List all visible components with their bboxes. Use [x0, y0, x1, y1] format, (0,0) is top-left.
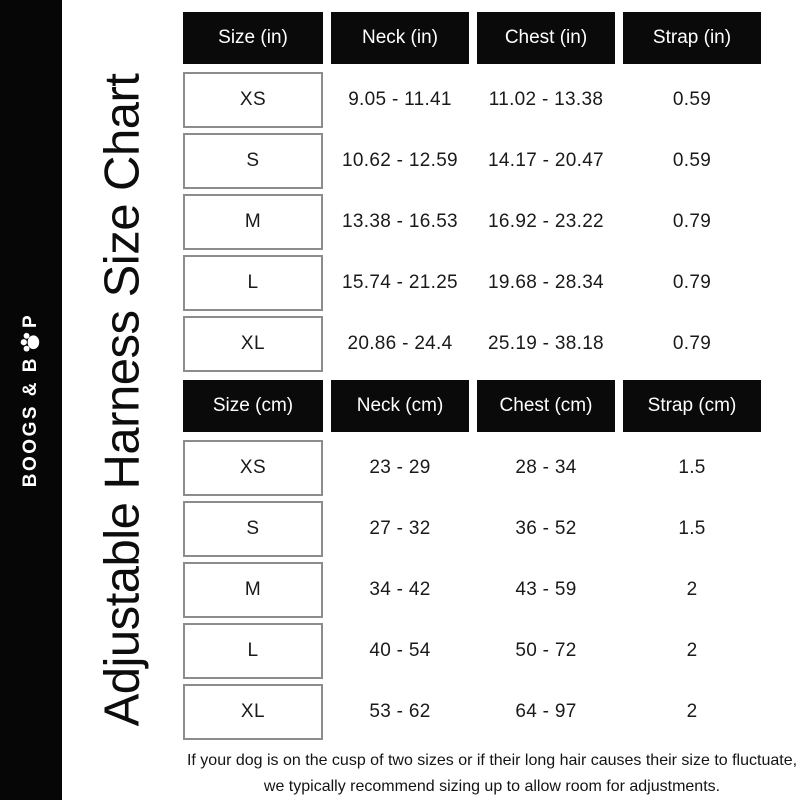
value-cell: 20.86 - 24.4	[347, 333, 453, 354]
brand-sidebar: BOOGS & B P	[0, 0, 62, 800]
header-cell: Chest (cm)	[477, 380, 615, 432]
size-cell: S	[183, 501, 323, 557]
value-cell: 19.68 - 28.34	[488, 272, 604, 293]
page-title: Adjustable Harness Size Chart	[95, 73, 150, 727]
table-header-row: Size (in) Neck (in) Chest (in) Strap (in)	[183, 12, 800, 64]
value-cell: 1.5	[678, 457, 706, 478]
table-row: L 40 - 54 50 - 72 2	[183, 623, 800, 679]
chart-content: Size (in) Neck (in) Chest (in) Strap (in) XS…	[183, 12, 800, 800]
table-row: S 10.62 - 12.59 14.17 - 20.47 0.59	[183, 133, 800, 189]
value-cell: 0.59	[672, 89, 712, 110]
size-cell: XL	[183, 684, 323, 740]
table-header-row: Size (cm) Neck (cm) Chest (cm) Strap (cm)	[183, 380, 800, 432]
value-cell: 53 - 62	[369, 701, 431, 722]
header-cell: Neck (in)	[331, 12, 469, 64]
table-row: M 13.38 - 16.53 16.92 - 23.22 0.79	[183, 194, 800, 250]
table-row: L 15.74 - 21.25 19.68 - 28.34 0.79	[183, 255, 800, 311]
brand-text-end: P	[20, 312, 42, 328]
value-cell: 0.79	[672, 211, 712, 232]
value-cell: 40 - 54	[369, 640, 431, 661]
brand-logo: BOOGS & B P	[19, 313, 43, 487]
table-row: S 27 - 32 36 - 52 1.5	[183, 501, 800, 557]
size-cell: XS	[183, 440, 323, 496]
value-cell: 2	[686, 701, 698, 722]
header-cell: Strap (cm)	[623, 380, 761, 432]
brand-text-start: BOOGS & B	[20, 355, 42, 488]
value-cell: 9.05 - 11.41	[348, 89, 452, 110]
value-cell: 2	[686, 640, 698, 661]
header-cell: Size (in)	[183, 12, 323, 64]
title-zone: Adjustable Harness Size Chart	[62, 0, 183, 800]
value-cell: 16.92 - 23.22	[488, 211, 604, 232]
value-cell: 1.5	[678, 518, 706, 539]
value-cell: 13.38 - 16.53	[342, 211, 458, 232]
sizing-note: If your dog is on the cusp of two sizes …	[186, 752, 798, 795]
value-cell: 0.59	[672, 150, 712, 171]
size-table-cm: Size (cm) Neck (cm) Chest (cm) Strap (cm) XS…	[183, 380, 800, 740]
size-cell: S	[183, 133, 323, 189]
paw-icon	[20, 332, 39, 352]
value-cell: 34 - 42	[369, 579, 431, 600]
header-cell: Neck (cm)	[331, 380, 469, 432]
size-cell: XS	[183, 72, 323, 128]
size-cell: L	[183, 623, 323, 679]
value-cell: 43 - 59	[515, 579, 577, 600]
header-cell: Size (cm)	[183, 380, 323, 432]
value-cell: 2	[686, 579, 698, 600]
value-cell: 0.79	[672, 272, 712, 293]
size-cell: L	[183, 255, 323, 311]
table-row: XL 53 - 62 64 - 97 2	[183, 684, 800, 740]
value-cell: 36 - 52	[515, 518, 577, 539]
value-cell: 64 - 97	[515, 701, 577, 722]
table-row: XS 23 - 29 28 - 34 1.5	[183, 440, 800, 496]
value-cell: 14.17 - 20.47	[488, 150, 604, 171]
tables: Size (in) Neck (in) Chest (in) Strap (in) XS…	[183, 12, 800, 740]
table-row: M 34 - 42 43 - 59 2	[183, 562, 800, 618]
table-row: XL 20.86 - 24.4 25.19 - 38.18 0.79	[183, 316, 800, 372]
value-cell: 15.74 - 21.25	[342, 272, 458, 293]
table-row: XS 9.05 - 11.41 11.02 - 13.38 0.59	[183, 72, 800, 128]
value-cell: 10.62 - 12.59	[342, 150, 458, 171]
header-cell: Chest (in)	[477, 12, 615, 64]
value-cell: 11.02 - 13.38	[488, 89, 604, 110]
value-cell: 0.79	[672, 333, 712, 354]
value-cell: 28 - 34	[515, 457, 577, 478]
value-cell: 25.19 - 38.18	[488, 333, 604, 354]
value-cell: 27 - 32	[369, 518, 431, 539]
size-cell: M	[183, 562, 323, 618]
size-cell: XL	[183, 316, 323, 372]
size-cell: M	[183, 194, 323, 250]
value-cell: 50 - 72	[515, 640, 577, 661]
size-table-inches: Size (in) Neck (in) Chest (in) Strap (in) XS…	[183, 12, 800, 372]
header-cell: Strap (in)	[623, 12, 761, 64]
value-cell: 23 - 29	[369, 457, 431, 478]
